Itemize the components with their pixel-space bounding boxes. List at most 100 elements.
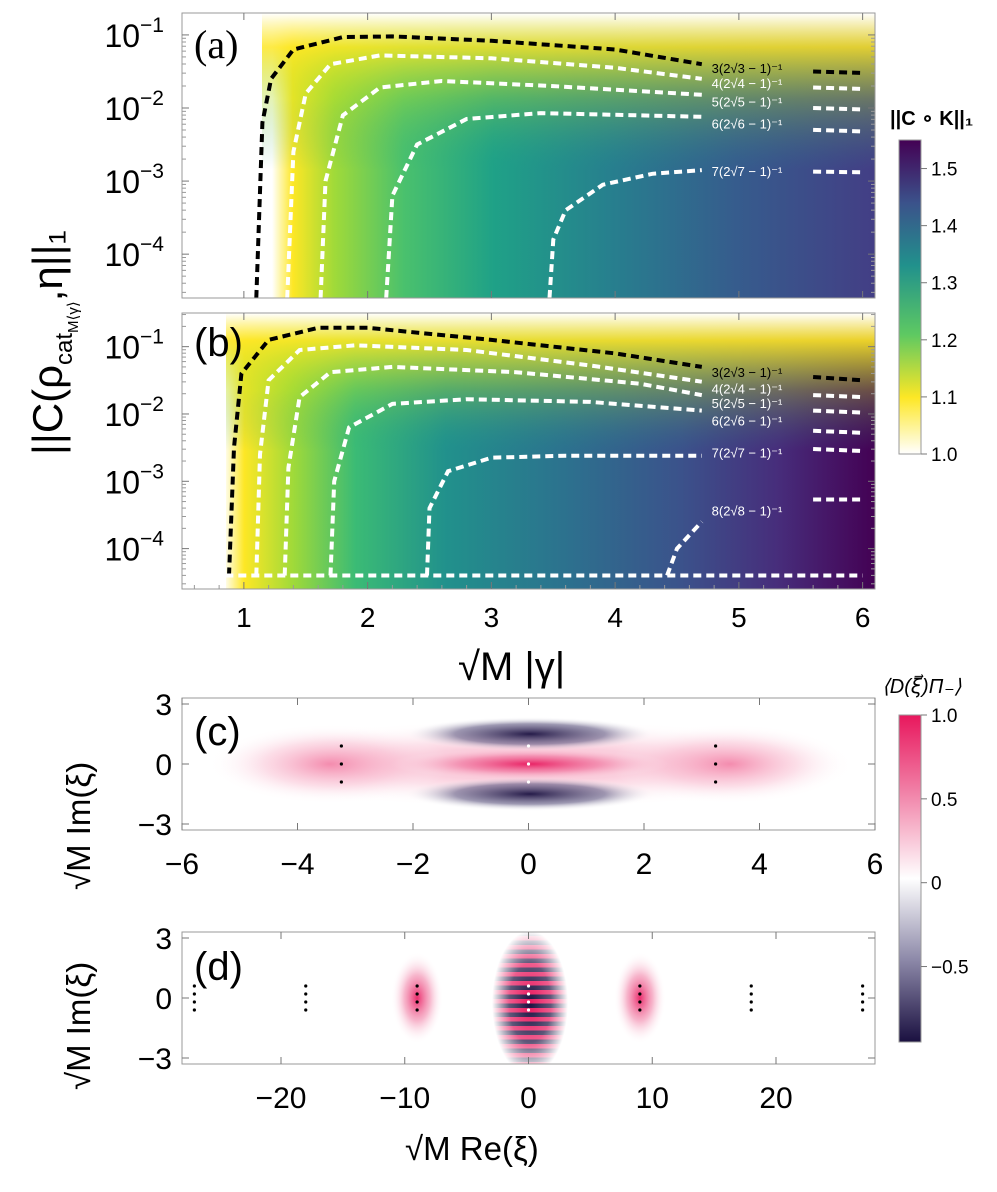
panel-c-right-lobe bbox=[610, 724, 850, 804]
panel-c-ytick-label: 0 bbox=[155, 749, 172, 782]
panel-d-xtick-label: −20 bbox=[256, 1082, 307, 1115]
panel-d: (d) 3 0 −3 −20 −10 0 10 20 bbox=[138, 923, 876, 1115]
panel-d-xlabel: √M Re(ξ) bbox=[405, 1130, 539, 1167]
panel-d-ytick-label: 3 bbox=[155, 923, 172, 956]
panel-b-xtick-label: 4 bbox=[607, 602, 623, 633]
panel-c-marker-dot bbox=[714, 744, 718, 748]
panel-c-ytick-label: 3 bbox=[155, 689, 172, 722]
panel-b-contour-label: 7(2√7 − 1)⁻¹ bbox=[712, 445, 783, 460]
panel-b-ytick-label: 10−4 bbox=[104, 528, 164, 568]
panel-c-xtick-label: 6 bbox=[867, 848, 884, 881]
panel-a-contour-label: 3(2√3 − 1)⁻¹ bbox=[712, 61, 783, 76]
panel-a-contour-label: 5(2√5 − 1)⁻¹ bbox=[712, 94, 783, 109]
svg-text:√M Im(ξ): √M Im(ξ) bbox=[60, 762, 97, 890]
panel-b-contour-tail bbox=[813, 428, 863, 435]
panel-a-ytick-base: 10 bbox=[104, 164, 140, 200]
panel-b-ytick-base: 10 bbox=[104, 330, 140, 366]
panel-b-ytick-label: 10−2 bbox=[104, 393, 164, 433]
panel-d-y-axis-label: √M Im(ξ) bbox=[60, 962, 97, 1090]
panel-c-xtick-label: −4 bbox=[280, 848, 314, 881]
panel-b-xtick-label: 3 bbox=[484, 602, 500, 633]
panel-a-contour bbox=[384, 111, 702, 298]
panel-b-ytick-base: 10 bbox=[104, 397, 140, 433]
ab-ylabel-sub: M⟨γ⟩ bbox=[65, 301, 82, 333]
panel-d-ytick-label: −3 bbox=[138, 1043, 172, 1076]
panel-d-marker-dot bbox=[861, 992, 865, 996]
contour-label-level: 4(2√4 − 1)⁻¹ bbox=[712, 76, 783, 91]
panel-c-xtick-label: −2 bbox=[396, 848, 430, 881]
panel-d-marker-dot bbox=[415, 992, 419, 996]
panel-a: (a) 10−110−210−310−4 3(2√3 − 1)⁻¹4(2√4 −… bbox=[104, 12, 876, 299]
contour-label-level: 7(2√7 − 1)⁻¹ bbox=[712, 164, 783, 179]
panel-d-marker-dot bbox=[638, 984, 642, 988]
panel-d-marker-dot bbox=[861, 1000, 865, 1004]
svg-text:||C(ρcatM⟨γ⟩,η||₁: ||C(ρcatM⟨γ⟩,η||₁ bbox=[24, 230, 82, 455]
panel-b-ytick-base: 10 bbox=[104, 532, 140, 568]
panel-b-ytick-exp: −2 bbox=[140, 393, 164, 416]
panel-b-contour-label: 6(2√6 − 1)⁻¹ bbox=[712, 414, 783, 429]
colorbar-top-tick-label: 1.4 bbox=[931, 217, 958, 238]
panel-b-contour bbox=[254, 343, 703, 576]
panel-d-marker-dot bbox=[192, 1000, 196, 1004]
colorbar-top-tick-label: 1.3 bbox=[931, 274, 957, 295]
panel-c-y-axis-label: √M Im(ξ) bbox=[60, 762, 97, 890]
colorbar-bottom-title: ⟨D(ξ⃗)Π₋⟩ bbox=[882, 673, 962, 698]
ab-ylabel-prefix: ||C(ρ bbox=[24, 365, 71, 455]
panel-d-marker-dot bbox=[749, 1000, 753, 1004]
panel-a-contour-tail bbox=[813, 127, 863, 134]
colorbar-bottom: ⟨D(ξ⃗)Π₋⟩ 1.0 0.5 0 −0.5 bbox=[882, 673, 969, 1043]
panel-a-contour bbox=[254, 34, 703, 298]
contour-label-level: 7(2√7 − 1)⁻¹ bbox=[712, 445, 783, 460]
panel-c-marker-dot bbox=[714, 762, 718, 766]
ab-ylabel-cat: cat bbox=[51, 333, 78, 365]
panel-b-xtick-label: 6 bbox=[855, 602, 871, 633]
panel-c-marker-dot bbox=[526, 780, 531, 784]
panel-d-side-blob bbox=[613, 952, 666, 1044]
panel-a-contour-tail bbox=[813, 85, 863, 91]
panel-a-heatmap-shade bbox=[182, 13, 875, 298]
panel-c-dark-upper bbox=[405, 717, 655, 751]
colorbar-top-title: ||C ∘ K||₁ bbox=[890, 108, 973, 130]
panel-b-contour bbox=[425, 453, 702, 576]
panel-b-contour-tail bbox=[813, 393, 863, 400]
panel-d-marker-dot bbox=[304, 984, 308, 988]
panel-b-ytick-base: 10 bbox=[104, 464, 140, 500]
panel-c-ytick-label: −3 bbox=[138, 809, 172, 842]
panel-a-ytick-label: 10−1 bbox=[104, 14, 164, 54]
panel-a-ytick-exp: −3 bbox=[140, 160, 164, 183]
panel-d-marker-dot bbox=[861, 1008, 865, 1012]
panel-d-marker-dot bbox=[304, 1000, 308, 1004]
panel-d-ytick-label: 0 bbox=[155, 983, 172, 1016]
panel-a-ytick-exp: −4 bbox=[140, 233, 164, 256]
panel-d-marker-dot bbox=[415, 984, 419, 988]
colorbar-top-tick-label: 1.1 bbox=[931, 388, 957, 409]
panel-b-xlabel: √M |γ| bbox=[458, 645, 565, 689]
panel-a-contour-tail bbox=[813, 69, 863, 75]
panel-d-marker-dot bbox=[526, 992, 531, 996]
svg-text:√M Im(ξ): √M Im(ξ) bbox=[60, 962, 97, 1090]
contour-label-level: 5(2√5 − 1)⁻¹ bbox=[712, 396, 783, 411]
panel-d-marker-dot bbox=[638, 992, 642, 996]
panel-b-contour bbox=[328, 397, 702, 576]
panel-d-xtick-label: −10 bbox=[379, 1082, 430, 1115]
panel-b-ytick-exp: −3 bbox=[140, 460, 164, 483]
panel-a-ytick-base: 10 bbox=[104, 237, 140, 273]
panel-c: (c) 3 0 −3 −6 −4 −2 0 2 4 6 bbox=[138, 689, 884, 881]
panel-c-xtick-label: 4 bbox=[751, 848, 768, 881]
panel-b-contour bbox=[227, 325, 703, 576]
colorbar-top-tick-label: 1.0 bbox=[931, 445, 957, 466]
panel-a-ytick-exp: −1 bbox=[140, 14, 164, 37]
panel-b-xtick-label: 1 bbox=[236, 602, 252, 633]
panel-a-contour-tail bbox=[813, 169, 863, 175]
panel-d-marker-dot bbox=[526, 1000, 531, 1004]
panel-d-marker-dot bbox=[749, 992, 753, 996]
contour-label-level: 4(2√4 − 1)⁻¹ bbox=[712, 381, 783, 396]
panel-d-marker-dot bbox=[304, 1008, 308, 1012]
panel-b-contour bbox=[282, 364, 703, 576]
panel-d-marker-dot bbox=[526, 984, 531, 988]
panel-d-marker-dot bbox=[749, 984, 753, 988]
panel-d-marker-dot bbox=[415, 1008, 419, 1012]
panel-a-ytick-label: 10−2 bbox=[104, 87, 164, 127]
panel-d-marker-dot bbox=[192, 992, 196, 996]
